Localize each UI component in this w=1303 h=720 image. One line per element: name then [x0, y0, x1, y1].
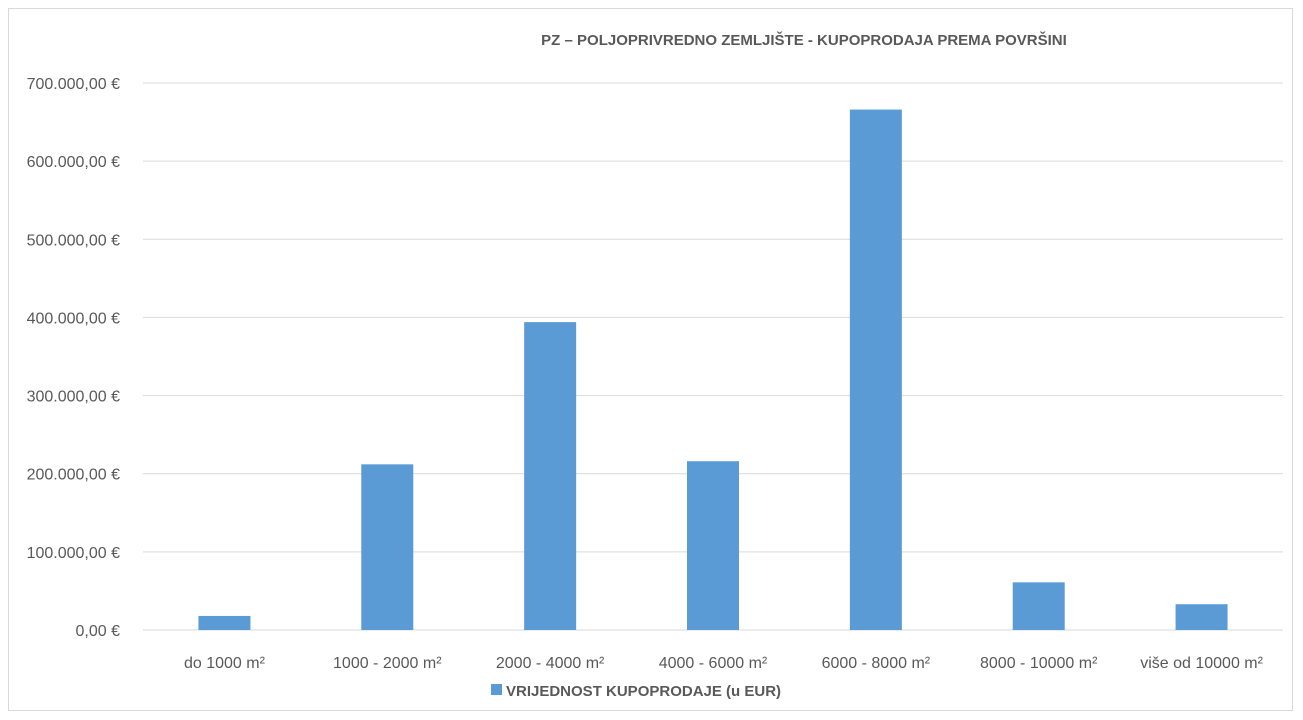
y-tick-label: 100.000,00 € [27, 545, 121, 562]
y-tick-label: 200.000,00 € [27, 467, 121, 484]
gridlines [143, 82, 1283, 631]
x-tick-label: 1000 - 2000 m² [333, 655, 442, 672]
bar [524, 322, 577, 630]
legend: VRIJEDNOST KUPOPRODAJE (u EUR) [491, 683, 781, 700]
bar [1012, 582, 1065, 630]
y-tick-label: 700.000,00 € [27, 76, 121, 93]
y-axis-labels: 0,00 € 100.000,00 € 200.000,00 € 300.000,00… [27, 76, 121, 640]
x-tick-label: do 1000 m² [184, 655, 266, 672]
bars [198, 109, 1228, 630]
bar [849, 109, 902, 630]
y-tick-label: 400.000,00 € [27, 310, 121, 327]
bar [687, 461, 739, 630]
y-tick-label: 0,00 € [76, 623, 121, 640]
legend-swatch [491, 684, 502, 695]
x-tick-label: 8000 - 10000 m² [980, 655, 1098, 672]
bar [361, 464, 414, 630]
chart-frame [8, 8, 1293, 711]
y-tick-label: 300.000,00 € [27, 389, 121, 406]
y-tick-label: 500.000,00 € [27, 232, 121, 249]
x-tick-label: 6000 - 8000 m² [822, 655, 931, 672]
y-tick-label: 600.000,00 € [27, 154, 121, 171]
chart-title: PZ – POLJOPRIVREDNO ZEMLJIŠTE - KUPOPROD… [541, 31, 1067, 49]
legend-label: VRIJEDNOST KUPOPRODAJE (u EUR) [506, 683, 781, 700]
bar [1175, 604, 1228, 630]
x-axis-labels: do 1000 m² 1000 - 2000 m² 2000 - 4000 m² 40… [184, 655, 1264, 672]
x-tick-label: više od 10000 m² [1140, 655, 1263, 672]
bar [198, 615, 251, 630]
x-tick-label: 4000 - 6000 m² [659, 655, 768, 672]
x-tick-label: 2000 - 4000 m² [496, 655, 605, 672]
